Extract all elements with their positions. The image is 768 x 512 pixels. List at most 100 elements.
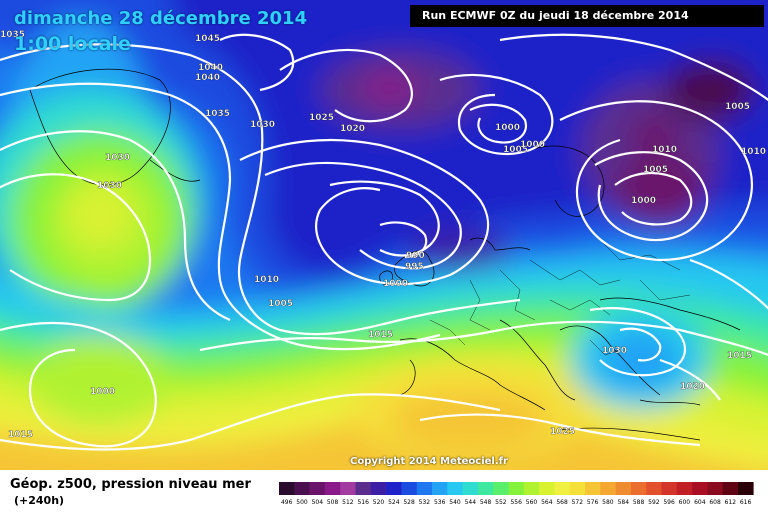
isobar-label: 1005 xyxy=(725,102,750,112)
isobar-label: 1015 xyxy=(8,430,33,440)
isobar-label: 1035 xyxy=(205,109,230,119)
isobar-label: 1000 xyxy=(520,140,545,150)
scale-tick-label: 584 xyxy=(618,499,630,506)
scale-tick-label: 500 xyxy=(296,499,308,506)
scale-tick-label: 564 xyxy=(541,499,553,506)
isobar-label: 1010 xyxy=(254,275,279,285)
scale-tick-label: 516 xyxy=(357,499,369,506)
scale-tick-label: 508 xyxy=(327,499,339,506)
color-scale-legend: 496 500 504 508 512 516 520 524 528 532 536 540 544 5… xyxy=(279,482,754,506)
scale-tick-label: 544 xyxy=(465,499,477,506)
isobar-label: 1025 xyxy=(550,427,575,437)
scale-swatch xyxy=(523,482,540,495)
geopotential-field xyxy=(0,0,768,470)
isobar-label: 1030 xyxy=(250,120,275,130)
scale-tick-label: 524 xyxy=(388,499,400,506)
scale-swatch xyxy=(447,482,463,495)
scale-tick-label: 512 xyxy=(342,499,354,506)
scale-swatch xyxy=(462,482,479,495)
isobar-label: 1000 xyxy=(90,387,115,397)
forecast-local-time: 1:00 locale xyxy=(14,33,131,55)
copyright-text: Copyright 2014 Meteociel.fr xyxy=(350,456,508,467)
isobar-label: 1040 xyxy=(195,73,220,83)
scale-swatch xyxy=(279,482,295,495)
isobar-label: 1005 xyxy=(268,299,293,309)
scale-tick-label: 520 xyxy=(373,499,385,506)
scale-swatch xyxy=(630,482,647,495)
isobar-label: 1020 xyxy=(340,124,365,134)
isobar-label: 1010 xyxy=(741,147,766,157)
country-borders xyxy=(429,239,691,356)
isobar-label: 1015 xyxy=(727,351,752,361)
isobar-label: 1000 xyxy=(631,196,656,206)
isobar-label: 1030 xyxy=(602,346,627,356)
scale-tick-label: 504 xyxy=(312,499,324,506)
scale-tick-label: 536 xyxy=(434,499,446,506)
isobar-label: 1025 xyxy=(309,113,334,123)
scale-swatch xyxy=(432,482,448,495)
scale-swatch xyxy=(738,482,754,495)
geopotential-map-svg: 1045 1040 1040 1035 1030 1025 1020 1035 … xyxy=(0,0,768,470)
isobar-label: 1035 xyxy=(0,30,25,40)
scale-swatch xyxy=(477,482,494,495)
scale-swatch xyxy=(692,482,708,495)
scale-swatch xyxy=(340,482,356,495)
scale-tick-label: 576 xyxy=(587,499,599,506)
isobar-label: 990 xyxy=(406,251,425,261)
isobar-label: 1015 xyxy=(368,330,393,340)
scale-tick-label: 612 xyxy=(725,499,737,506)
scale-tick-label: 604 xyxy=(694,499,706,506)
scale-tick-label: 560 xyxy=(526,499,538,506)
scale-tick-label: 580 xyxy=(602,499,614,506)
scale-swatch xyxy=(416,482,433,495)
scale-swatch xyxy=(676,482,693,495)
scale-swatch xyxy=(707,482,723,495)
scale-swatch xyxy=(401,482,417,495)
scale-tick-label: 552 xyxy=(495,499,507,506)
isobar-labels: 1045 1040 1040 1035 1030 1025 1020 1035 … xyxy=(0,30,766,440)
scale-swatch xyxy=(309,482,326,495)
isobar-label: 1020 xyxy=(680,382,705,392)
scale-swatch xyxy=(539,482,555,495)
scale-swatch xyxy=(508,482,525,495)
scale-swatch xyxy=(294,482,310,495)
scale-swatch xyxy=(324,482,341,495)
isobar-label: 1040 xyxy=(198,63,223,73)
scale-tick-label: 496 xyxy=(281,499,293,506)
scale-tick-label: 532 xyxy=(419,499,431,506)
scale-tick-label: 608 xyxy=(709,499,721,506)
scale-swatch xyxy=(569,482,586,495)
scale-tick-label: 548 xyxy=(480,499,492,506)
scale-tick-label: 528 xyxy=(403,499,415,506)
scale-swatch xyxy=(554,482,570,495)
scale-swatch xyxy=(386,482,402,495)
run-banner: Run ECMWF 0Z du jeudi 18 décembre 2014 xyxy=(410,5,764,27)
scale-swatch xyxy=(661,482,678,495)
parameter-label: Géop. z500, pression niveau mer xyxy=(10,477,251,492)
forecast-lead-time: (+240h) xyxy=(14,494,65,507)
scale-swatch xyxy=(722,482,739,495)
scale-swatch xyxy=(615,482,632,495)
scale-tick-label: 556 xyxy=(510,499,522,506)
scale-tick-label: 592 xyxy=(648,499,660,506)
isobars xyxy=(0,33,768,451)
isobar-label: 1005 xyxy=(503,145,528,155)
isobar-label: 995 xyxy=(405,262,424,272)
isobar-label: 1045 xyxy=(195,34,220,44)
scale-swatch xyxy=(370,482,387,495)
isobar-label: 1010 xyxy=(652,145,677,155)
scale-tick-label: 540 xyxy=(449,499,461,506)
isobar-label: 1000 xyxy=(383,279,408,289)
isobar-label: 1030 xyxy=(105,153,130,163)
scale-tick-label: 568 xyxy=(556,499,568,506)
scale-tick-label: 588 xyxy=(633,499,645,506)
scale-tick-label: 616 xyxy=(740,499,752,506)
isobar-label: 1030 xyxy=(97,181,122,191)
scale-swatch xyxy=(585,482,601,495)
scale-tick-label: 572 xyxy=(572,499,584,506)
scale-swatch xyxy=(646,482,662,495)
scale-swatch xyxy=(600,482,616,495)
scale-swatch xyxy=(355,482,372,495)
forecast-date: dimanche 28 décembre 2014 xyxy=(14,8,308,29)
isobar-label: 1005 xyxy=(643,165,668,175)
